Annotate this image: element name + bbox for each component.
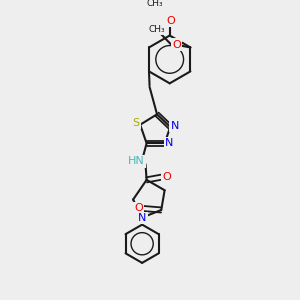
- Text: O: O: [163, 172, 172, 182]
- Text: CH₃: CH₃: [146, 0, 163, 8]
- Text: N: N: [138, 213, 146, 223]
- Text: CH₃: CH₃: [149, 25, 166, 34]
- Text: N: N: [171, 121, 179, 131]
- Text: O: O: [134, 203, 143, 213]
- Text: O: O: [166, 16, 175, 26]
- Text: N: N: [165, 138, 173, 148]
- Text: O: O: [172, 40, 181, 50]
- Text: HN: HN: [128, 156, 145, 166]
- Text: S: S: [133, 118, 140, 128]
